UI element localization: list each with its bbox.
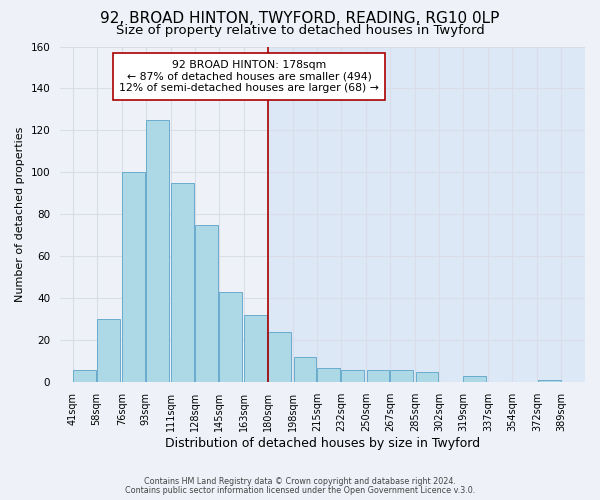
Bar — [172, 183, 194, 382]
X-axis label: Distribution of detached houses by size in Twyford: Distribution of detached houses by size … — [165, 437, 480, 450]
Bar — [268, 46, 585, 382]
Bar — [196, 225, 218, 382]
Text: 92 BROAD HINTON: 178sqm
← 87% of detached houses are smaller (494)
12% of semi-d: 92 BROAD HINTON: 178sqm ← 87% of detache… — [119, 60, 379, 93]
Bar — [416, 372, 439, 382]
Text: Contains public sector information licensed under the Open Government Licence v.: Contains public sector information licen… — [125, 486, 475, 495]
Bar — [244, 315, 267, 382]
Y-axis label: Number of detached properties: Number of detached properties — [15, 126, 25, 302]
Bar — [341, 370, 364, 382]
Bar — [293, 357, 316, 382]
Bar — [219, 292, 242, 382]
Text: Contains HM Land Registry data © Crown copyright and database right 2024.: Contains HM Land Registry data © Crown c… — [144, 477, 456, 486]
Bar — [268, 332, 291, 382]
Bar — [73, 370, 96, 382]
Bar — [391, 370, 413, 382]
Bar — [146, 120, 169, 382]
Bar — [97, 320, 120, 382]
Bar — [367, 370, 389, 382]
Text: Size of property relative to detached houses in Twyford: Size of property relative to detached ho… — [116, 24, 484, 37]
Bar — [317, 368, 340, 382]
Bar — [538, 380, 560, 382]
Bar — [463, 376, 486, 382]
Text: 92, BROAD HINTON, TWYFORD, READING, RG10 0LP: 92, BROAD HINTON, TWYFORD, READING, RG10… — [100, 11, 500, 26]
Bar — [122, 172, 145, 382]
